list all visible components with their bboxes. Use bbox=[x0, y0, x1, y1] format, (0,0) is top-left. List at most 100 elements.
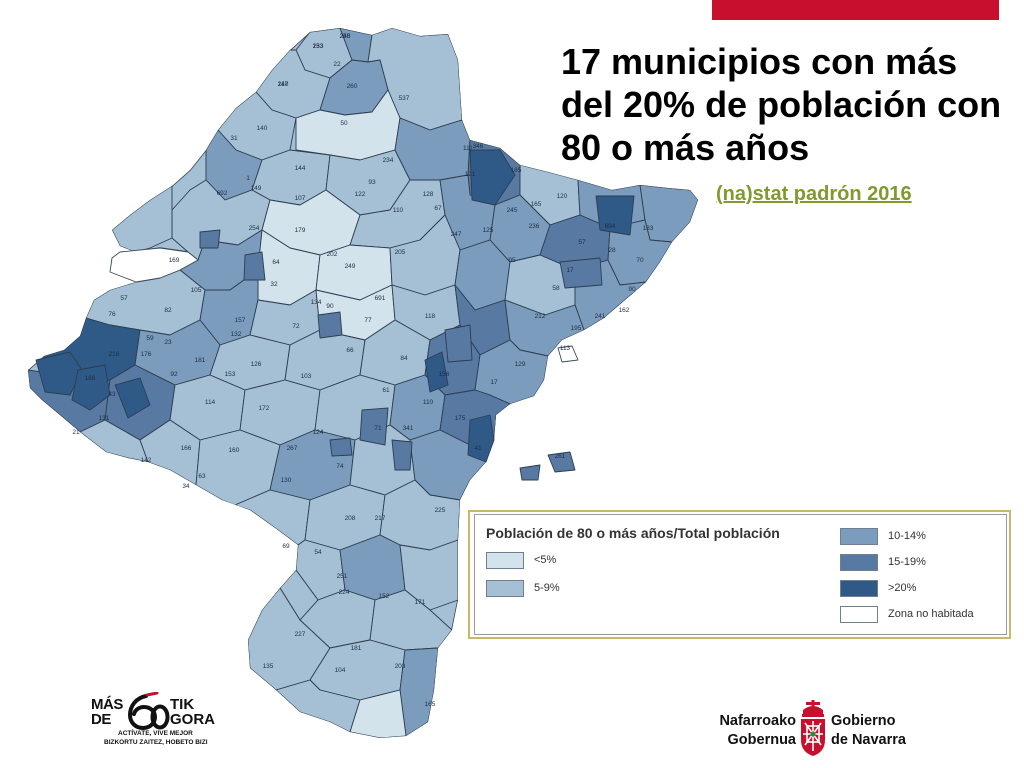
slide-title: 17 municipios con más del 20% de poblaci… bbox=[561, 40, 1021, 169]
municipality-region bbox=[547, 451, 576, 473]
legend-label: 5-9% bbox=[534, 582, 560, 594]
map-regions bbox=[28, 28, 698, 738]
map-label: 120 bbox=[557, 193, 568, 200]
municipality-region bbox=[329, 437, 353, 457]
mas-de-60-logo: MÁS DE TIK GORA ACTÍVATE, VIVE MEJOR BIZ… bbox=[88, 686, 228, 752]
map-label: 114 bbox=[205, 399, 216, 406]
map-label: 84 bbox=[400, 355, 408, 362]
municipality-region bbox=[467, 414, 495, 463]
map-label: 188 bbox=[85, 375, 96, 382]
map-label: 233 bbox=[313, 43, 324, 50]
map-label: 234 bbox=[383, 157, 394, 164]
map-label: 71 bbox=[374, 425, 382, 432]
map-label: 61 bbox=[382, 387, 390, 394]
map-label: 82 bbox=[164, 307, 172, 314]
map-label: 224 bbox=[339, 589, 350, 596]
map-label: 227 bbox=[295, 631, 306, 638]
map-label: 195 bbox=[571, 325, 582, 332]
map-label: 166 bbox=[181, 445, 192, 452]
legend-swatch bbox=[840, 605, 878, 623]
map-label: 70 bbox=[636, 257, 644, 264]
gov-name-spanish: Gobierno de Navarra bbox=[831, 712, 921, 750]
map-label: 225 bbox=[435, 507, 446, 514]
map-label: 104 bbox=[335, 667, 346, 674]
map-label: 32 bbox=[270, 281, 278, 288]
legend-label: 15-19% bbox=[888, 556, 926, 568]
gov-name-line: Gobernua bbox=[727, 732, 796, 748]
map-label: 93 bbox=[368, 179, 376, 186]
municipality-region bbox=[114, 377, 151, 419]
map-label: 250 bbox=[340, 33, 351, 40]
map-label: 694 bbox=[605, 223, 616, 230]
municipality-region bbox=[243, 251, 266, 281]
map-label: 92 bbox=[170, 371, 178, 378]
map-label: 183 bbox=[643, 225, 654, 232]
map-label: 57 bbox=[578, 239, 586, 246]
legend-title: Población de 80 o más años/Total poblaci… bbox=[486, 525, 780, 541]
municipality-region bbox=[391, 439, 413, 471]
map-label: 179 bbox=[295, 227, 306, 234]
map-label: 157 bbox=[235, 317, 246, 324]
map-label: 165 bbox=[425, 701, 436, 708]
map-label: 245 bbox=[340, 33, 351, 40]
map-label: 23 bbox=[164, 339, 172, 346]
map-label: 245 bbox=[507, 207, 518, 214]
map-label: 249 bbox=[345, 263, 356, 270]
map-label: 130 bbox=[281, 477, 292, 484]
map-label: 181 bbox=[351, 645, 362, 652]
map-label: 160 bbox=[229, 447, 240, 454]
map-label: 236 bbox=[529, 223, 540, 230]
map-labels: 1532501172226053750140311491443461851206… bbox=[72, 33, 653, 708]
map-label: 66 bbox=[346, 347, 354, 354]
map-label: 118 bbox=[425, 313, 436, 320]
map-label: 241 bbox=[595, 313, 606, 320]
map-label: 76 bbox=[108, 311, 116, 318]
map-label: 165 bbox=[531, 201, 542, 208]
map-label: 124 bbox=[313, 429, 324, 436]
title-line: 17 municipios con más bbox=[561, 41, 958, 82]
map-label: 77 bbox=[364, 317, 372, 324]
map-label: 59 bbox=[146, 335, 154, 342]
map-label: 105 bbox=[191, 287, 202, 294]
map-label: 95 bbox=[508, 257, 516, 264]
map-label: 144 bbox=[295, 165, 306, 172]
map-label: 254 bbox=[249, 225, 260, 232]
map-label: 261 bbox=[555, 453, 566, 460]
title-line: del 20% de población con bbox=[561, 84, 1002, 125]
map-label: 110 bbox=[423, 399, 434, 406]
zone-no-habitada bbox=[109, 247, 199, 283]
municipality-region bbox=[349, 689, 407, 738]
map-label: 240 bbox=[278, 81, 289, 88]
legend-swatch bbox=[840, 527, 878, 545]
legend-label: >20% bbox=[888, 582, 917, 594]
map-label: 153 bbox=[313, 43, 324, 50]
legend-item: 5-9% bbox=[486, 579, 560, 597]
legend-swatch bbox=[840, 553, 878, 571]
map-label: 113 bbox=[560, 345, 571, 352]
map-highlight-regions bbox=[35, 149, 635, 481]
map-label: 122 bbox=[355, 191, 366, 198]
map-label: 131 bbox=[99, 415, 110, 422]
sixty-logo-icon bbox=[127, 692, 170, 730]
map-label: 162 bbox=[619, 307, 630, 314]
map-label: 111 bbox=[463, 145, 473, 152]
map-label: 90 bbox=[326, 303, 334, 310]
municipality-region bbox=[317, 311, 343, 339]
legend-swatch bbox=[486, 579, 524, 597]
map-label: 149 bbox=[251, 185, 262, 192]
legend-item: Zona no habitada bbox=[840, 605, 974, 623]
source-link[interactable]: (na)stat padrón 2016 bbox=[716, 183, 912, 205]
map-label: 169 bbox=[169, 257, 180, 264]
map-label: 58 bbox=[552, 285, 560, 292]
map-label: 691 bbox=[375, 295, 386, 302]
map-label: 74 bbox=[336, 463, 344, 470]
navarra-shield-icon bbox=[801, 700, 825, 756]
municipality-region bbox=[199, 229, 221, 249]
map-label: 50 bbox=[340, 120, 348, 127]
map-label: 28 bbox=[608, 247, 616, 254]
map-label: 31 bbox=[230, 135, 238, 142]
map-label: 251 bbox=[337, 573, 348, 580]
legend-label: 10-14% bbox=[888, 530, 926, 542]
map-label: 69 bbox=[282, 543, 290, 550]
